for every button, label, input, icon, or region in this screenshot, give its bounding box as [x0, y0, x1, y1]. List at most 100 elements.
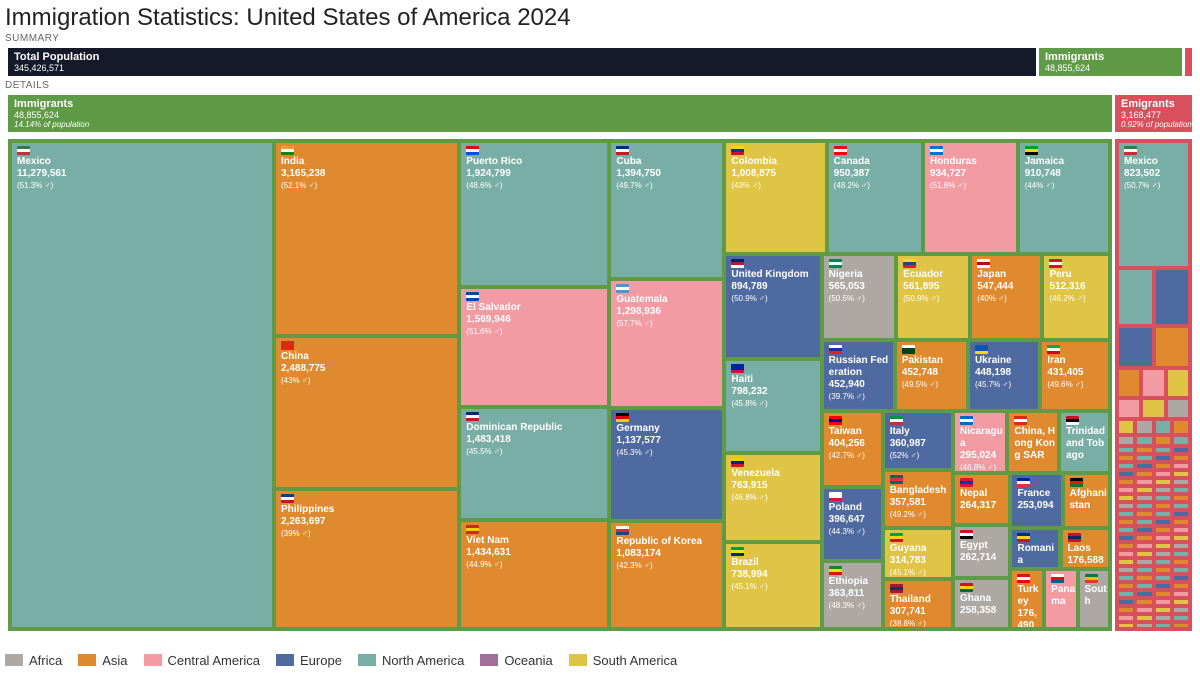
emigrants-cell-other[interactable]	[1117, 494, 1136, 503]
immigrants-cell-romania[interactable]: Romania178,498	[1010, 528, 1061, 570]
immigrants-cell-philippines[interactable]: Philippines 2,263,697 (39% ♂)	[273, 489, 460, 629]
immigrants-cell-nigeria[interactable]: Nigeria 565,053 (50.5% ♂)	[821, 253, 897, 341]
immigrants-cell-jamaica[interactable]: Jamaica 910,748 (44% ♂)	[1017, 141, 1110, 254]
emigrants-cell-other[interactable]	[1153, 510, 1172, 519]
emigrants-cell-other[interactable]	[1135, 462, 1154, 471]
emigrants-cell-other[interactable]	[1171, 582, 1190, 591]
emigrants-cell-other[interactable]	[1171, 606, 1190, 615]
emigrants-cell-other[interactable]	[1171, 494, 1190, 503]
emigrants-cell-other[interactable]	[1135, 606, 1154, 615]
emigrants-cell-other[interactable]	[1153, 462, 1172, 471]
immigrants-cell-ghana[interactable]: Ghana 258,358	[952, 577, 1011, 629]
immigrants-cell-poland[interactable]: Poland 396,647 (44.3% ♂)	[821, 486, 883, 561]
emigrants-cell-other[interactable]	[1153, 550, 1172, 559]
emigrants-cell-other[interactable]	[1117, 326, 1154, 368]
immigrants-cell-china-hong-kong-sar[interactable]: China, Hong Kong SAR	[1007, 411, 1060, 473]
emigrants-cell-other[interactable]	[1135, 622, 1154, 629]
emigrants-cell-other[interactable]	[1171, 550, 1190, 559]
total-population-bar[interactable]: Total Population 345,426,571	[8, 48, 1036, 76]
emigrants-cell-other[interactable]	[1135, 534, 1154, 543]
emigrants-cell-other[interactable]	[1153, 435, 1172, 447]
emigrants-cell-other[interactable]	[1171, 435, 1190, 447]
emigrants-cell-other[interactable]	[1171, 518, 1190, 527]
emigrants-cell-other[interactable]	[1153, 494, 1172, 503]
emigrants-cell-other[interactable]	[1141, 367, 1166, 398]
emigrants-cell-other[interactable]	[1117, 534, 1136, 543]
emigrants-cell-other[interactable]	[1117, 558, 1136, 567]
immigrants-cell-haiti[interactable]: Haiti 798,232 (45.8% ♂)	[724, 358, 822, 453]
emigrants-cell-other[interactable]	[1171, 526, 1190, 535]
emigrants-cell-other[interactable]	[1171, 542, 1190, 551]
emigrants-cell-other[interactable]	[1117, 486, 1136, 495]
immigrants-cell-india[interactable]: India 3,165,238 (52.1% ♂)	[273, 141, 460, 337]
emigrants-cell-other[interactable]	[1153, 326, 1190, 368]
emigrants-cell-other[interactable]	[1117, 574, 1136, 583]
emigrants-cell-other[interactable]	[1117, 526, 1136, 535]
immigrants-cell-pakistan[interactable]: Pakistan 452,748 (49.5% ♂)	[894, 340, 968, 412]
details-emigrants-bar[interactable]: Emigrants 3,168,477 0.92% of population	[1115, 95, 1192, 132]
immigrants-cell-laos[interactable]: Laos 176,588	[1060, 528, 1110, 570]
emigrants-cell-other[interactable]	[1171, 470, 1190, 479]
emigrants-cell-other[interactable]	[1117, 367, 1142, 398]
immigrants-cell-brazil[interactable]: Brazil 738,994 (45.1% ♂)	[724, 542, 822, 629]
immigrants-cell-taiwan[interactable]: Taiwan 404,256 (42.7% ♂)	[821, 411, 883, 487]
immigrants-cell-canada[interactable]: Canada 950,387 (48.2% ♂)	[826, 141, 923, 254]
emigrants-cell-other[interactable]	[1153, 502, 1172, 511]
emigrants-cell-other[interactable]	[1153, 486, 1172, 495]
summary-immigrants-bar[interactable]: Immigrants 48,855,624	[1039, 48, 1182, 76]
emigrants-cell-other[interactable]	[1117, 582, 1136, 591]
immigrants-cell-nepal[interactable]: Nepal 264,317	[952, 472, 1011, 526]
emigrants-cell-other[interactable]	[1171, 446, 1190, 455]
emigrants-cell-other[interactable]	[1171, 502, 1190, 511]
emigrants-cell-other[interactable]	[1117, 502, 1136, 511]
immigrants-cell-ukraine[interactable]: Ukraine 448,198 (45.7% ♂)	[967, 340, 1041, 412]
emigrants-cell-other[interactable]	[1135, 419, 1154, 436]
emigrants-cell-other[interactable]	[1171, 510, 1190, 519]
emigrants-cell-other[interactable]	[1153, 582, 1172, 591]
immigrants-cell-japan[interactable]: Japan 547,444 (40% ♂)	[970, 253, 1043, 341]
emigrants-cell-other[interactable]	[1117, 590, 1136, 599]
emigrants-cell-other[interactable]	[1153, 598, 1172, 607]
emigrants-cell-other[interactable]	[1135, 478, 1154, 487]
emigrants-cell-other[interactable]	[1153, 614, 1172, 623]
emigrants-cell-other[interactable]	[1153, 566, 1172, 575]
emigrants-cell-other[interactable]	[1153, 526, 1172, 535]
immigrants-cell-thailand[interactable]: Thailand 307,741 (38.8% ♂)	[882, 578, 953, 629]
immigrants-cell-peru[interactable]: Peru 512,316 (46.2% ♂)	[1042, 253, 1110, 341]
emigrants-cell-other[interactable]	[1135, 558, 1154, 567]
immigrants-cell-germany[interactable]: Germany 1,137,577 (45.3% ♂)	[609, 408, 725, 522]
emigrants-cell-other[interactable]	[1135, 550, 1154, 559]
emigrants-cell-other[interactable]	[1117, 598, 1136, 607]
emigrants-cell-other[interactable]	[1117, 510, 1136, 519]
emigrants-cell-other[interactable]	[1153, 590, 1172, 599]
emigrants-cell-other[interactable]	[1135, 598, 1154, 607]
emigrants-cell-other[interactable]	[1165, 367, 1190, 398]
emigrants-cell-other[interactable]	[1117, 542, 1136, 551]
immigrants-cell-cuba[interactable]: Cuba 1,394,750 (49.7% ♂)	[609, 141, 725, 280]
immigrants-cell-mexico[interactable]: Mexico 11,279,561 (51.3% ♂)	[10, 141, 274, 629]
immigrants-cell-honduras[interactable]: Honduras 934,727 (51.8% ♂)	[922, 141, 1018, 254]
emigrants-cell-other[interactable]	[1153, 622, 1172, 629]
emigrants-cell-other[interactable]	[1153, 446, 1172, 455]
emigrants-cell-other[interactable]	[1135, 435, 1154, 447]
emigrants-cell-other[interactable]	[1171, 534, 1190, 543]
immigrants-cell-russian-federation[interactable]: Russian Federation 452,940 (39.7% ♂)	[821, 340, 895, 412]
emigrants-cell-other[interactable]	[1135, 574, 1154, 583]
emigrants-cell-other[interactable]	[1171, 462, 1190, 471]
emigrants-cell-other[interactable]	[1153, 574, 1172, 583]
immigrants-cell-bangladesh[interactable]: Bangladesh 357,581 (49.2% ♂)	[882, 469, 953, 528]
emigrants-cell-other[interactable]	[1153, 534, 1172, 543]
immigrants-cell-panama[interactable]: Panama	[1044, 569, 1078, 629]
immigrants-cell-egypt[interactable]: Egypt 262,714	[952, 525, 1011, 578]
immigrants-cell-venezuela[interactable]: Venezuela 763,915 (46.8% ♂)	[724, 452, 822, 543]
immigrants-cell-turkey[interactable]: Turkey 176,490	[1010, 569, 1045, 629]
emigrants-cell-other[interactable]	[1153, 518, 1172, 527]
emigrants-cell-other[interactable]	[1117, 397, 1142, 420]
immigrants-cell-china[interactable]: China 2,488,775 (43% ♂)	[273, 336, 460, 490]
emigrants-cell-other[interactable]	[1171, 566, 1190, 575]
immigrants-cell-italy[interactable]: Italy 360,987 (52% ♂)	[882, 411, 953, 470]
immigrants-cell-united-kingdom[interactable]: United Kingdom 894,789 (50.9% ♂)	[724, 253, 822, 359]
emigrants-cell-other[interactable]	[1171, 598, 1190, 607]
emigrants-cell-other[interactable]	[1141, 397, 1166, 420]
emigrants-cell-other[interactable]	[1135, 502, 1154, 511]
